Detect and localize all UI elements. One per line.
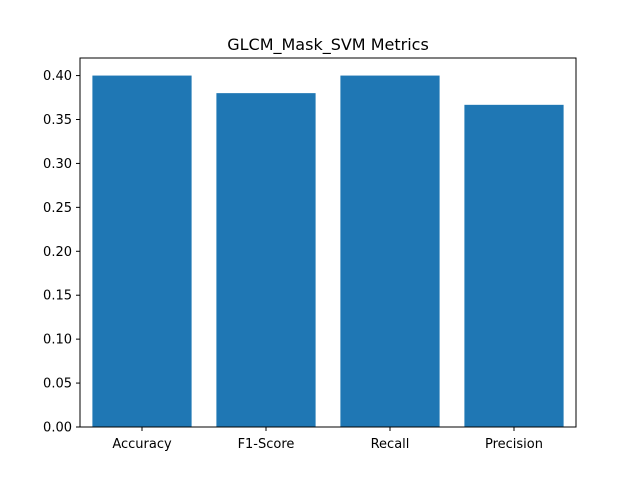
y-tick-label: 0.05: [43, 377, 72, 392]
axes-frame: [79, 57, 577, 428]
x-tick-label: F1-Score: [238, 437, 295, 452]
y-tick-label: 0.30: [43, 157, 72, 172]
y-tick-label: 0.35: [43, 113, 72, 128]
y-tick-label: 0.15: [43, 289, 72, 304]
y-tick-label: 0.20: [43, 245, 72, 260]
x-tick-label: Precision: [485, 437, 543, 452]
x-tick-label: Recall: [371, 437, 410, 452]
plot-area: 0.00 0.05 0.10 0.15 0.20 0.25 0.30 0.35 0.40 Accu…: [43, 57, 577, 452]
bar-precision: [464, 104, 564, 427]
y-tick-label: 0.40: [43, 69, 72, 84]
y-tick-label: 0.00: [43, 421, 72, 436]
bar-accuracy: [92, 75, 192, 427]
bar-recall: [340, 75, 440, 427]
y-tick-label: 0.25: [43, 201, 72, 216]
chart-title: GLCM_Mask_SVM Metrics: [227, 35, 429, 55]
bar-f1-score: [216, 93, 316, 427]
y-tick-label: 0.10: [43, 333, 72, 348]
x-tick-label: Accuracy: [112, 437, 172, 452]
